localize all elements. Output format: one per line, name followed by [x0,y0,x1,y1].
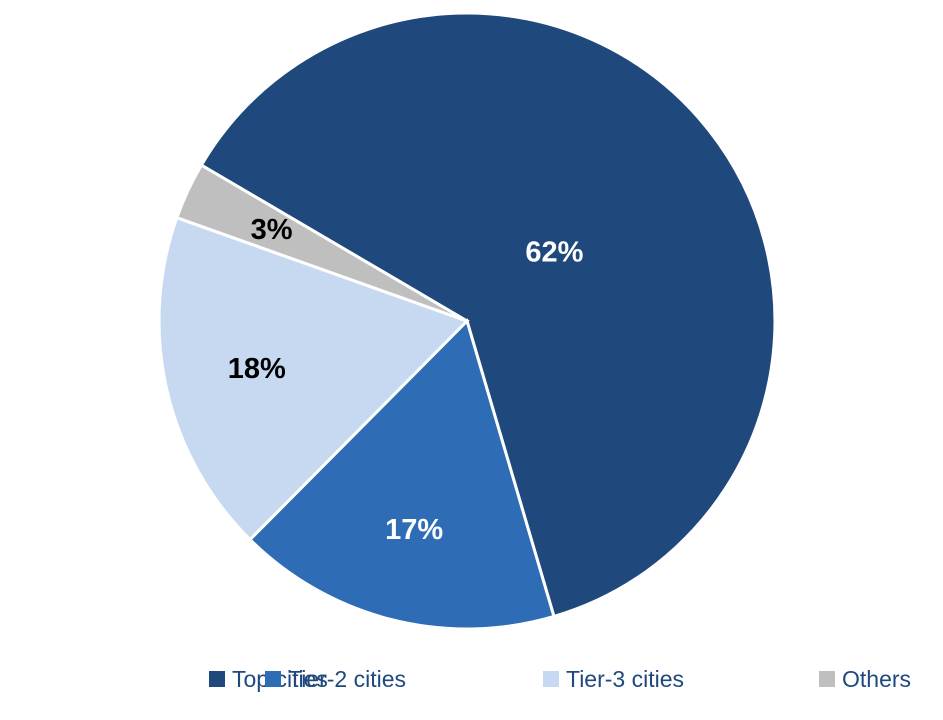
legend-swatch [819,671,835,687]
pie-slice [157,215,470,542]
legend-label: Tier-3 cities [566,666,684,692]
data-label: 3% [251,214,293,246]
legend-swatch [265,671,281,687]
legend-swatch [543,671,559,687]
data-label: 62% [525,237,583,269]
pie-slice [247,318,556,631]
legend-swatch [209,671,225,687]
pie-slice [174,163,468,323]
legend-label: Others [842,666,911,692]
legend-label: Tier-2 cities [288,666,406,692]
pie-slice [199,11,777,619]
data-label: 18% [228,353,286,385]
data-label: 17% [385,514,443,546]
